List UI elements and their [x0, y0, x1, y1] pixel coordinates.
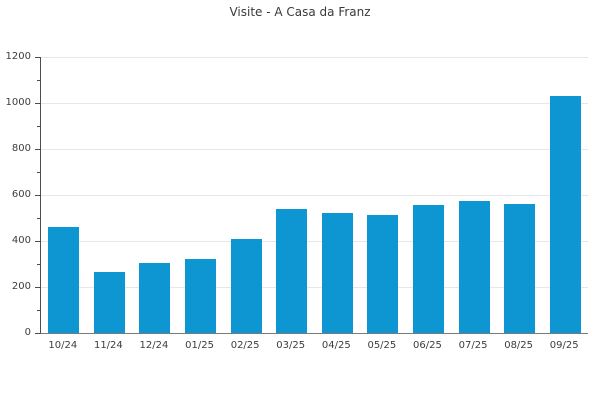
chart-title: Visite - A Casa da Franz: [229, 5, 371, 19]
y-axis-tick: [35, 241, 40, 242]
gridline: [41, 103, 588, 104]
gridline: [41, 241, 588, 242]
x-axis-label: 06/25: [413, 340, 442, 351]
plot-area: [40, 57, 588, 334]
y-axis-tick: [35, 149, 40, 150]
y-axis-label: 1200: [5, 51, 31, 62]
y-axis-tick: [35, 287, 40, 288]
y-axis-tick: [35, 57, 40, 58]
gridline: [41, 195, 588, 196]
y-axis-label: 200: [11, 281, 31, 292]
y-axis-minor-tick: [37, 172, 40, 173]
x-axis-label: 09/25: [549, 340, 579, 351]
x-axis-label: 07/25: [458, 340, 488, 351]
bar: [93, 272, 125, 333]
y-axis-minor-tick: [37, 310, 40, 311]
gridline: [41, 149, 588, 150]
y-axis-minor-tick: [37, 80, 40, 81]
x-axis-label: 01/25: [185, 340, 214, 351]
y-axis-minor-tick: [37, 218, 40, 219]
bar: [549, 96, 581, 333]
x-axis-label: 08/25: [504, 340, 534, 351]
bar: [276, 208, 308, 333]
x-axis-label: 11/24: [93, 340, 123, 351]
bar: [321, 213, 353, 333]
y-axis-label: 600: [11, 189, 31, 200]
y-axis-label: 800: [11, 143, 31, 154]
gridline: [41, 57, 588, 58]
x-axis-label: 02/25: [230, 340, 260, 351]
bar: [230, 238, 262, 333]
bar: [412, 205, 444, 333]
y-axis-label: 400: [11, 235, 31, 246]
bar: [367, 214, 399, 333]
y-axis-tick: [35, 333, 40, 334]
bar: [139, 262, 171, 333]
y-axis-minor-tick: [37, 126, 40, 127]
gridline: [41, 287, 588, 288]
y-axis-tick: [35, 103, 40, 104]
x-axis-label: 05/25: [367, 340, 397, 351]
x-axis-label: 12/24: [139, 340, 169, 351]
y-axis-label: 0: [24, 327, 31, 338]
x-axis-label: 04/25: [321, 340, 351, 351]
y-axis-tick: [35, 195, 40, 196]
y-axis-label: 1000: [5, 97, 31, 108]
x-axis-label: 03/25: [276, 340, 306, 351]
x-axis-label: 10/24: [48, 340, 78, 351]
bar: [504, 204, 536, 333]
bar: [48, 227, 80, 333]
y-axis-minor-tick: [37, 264, 40, 265]
bar: [458, 200, 490, 333]
bar: [185, 259, 217, 333]
